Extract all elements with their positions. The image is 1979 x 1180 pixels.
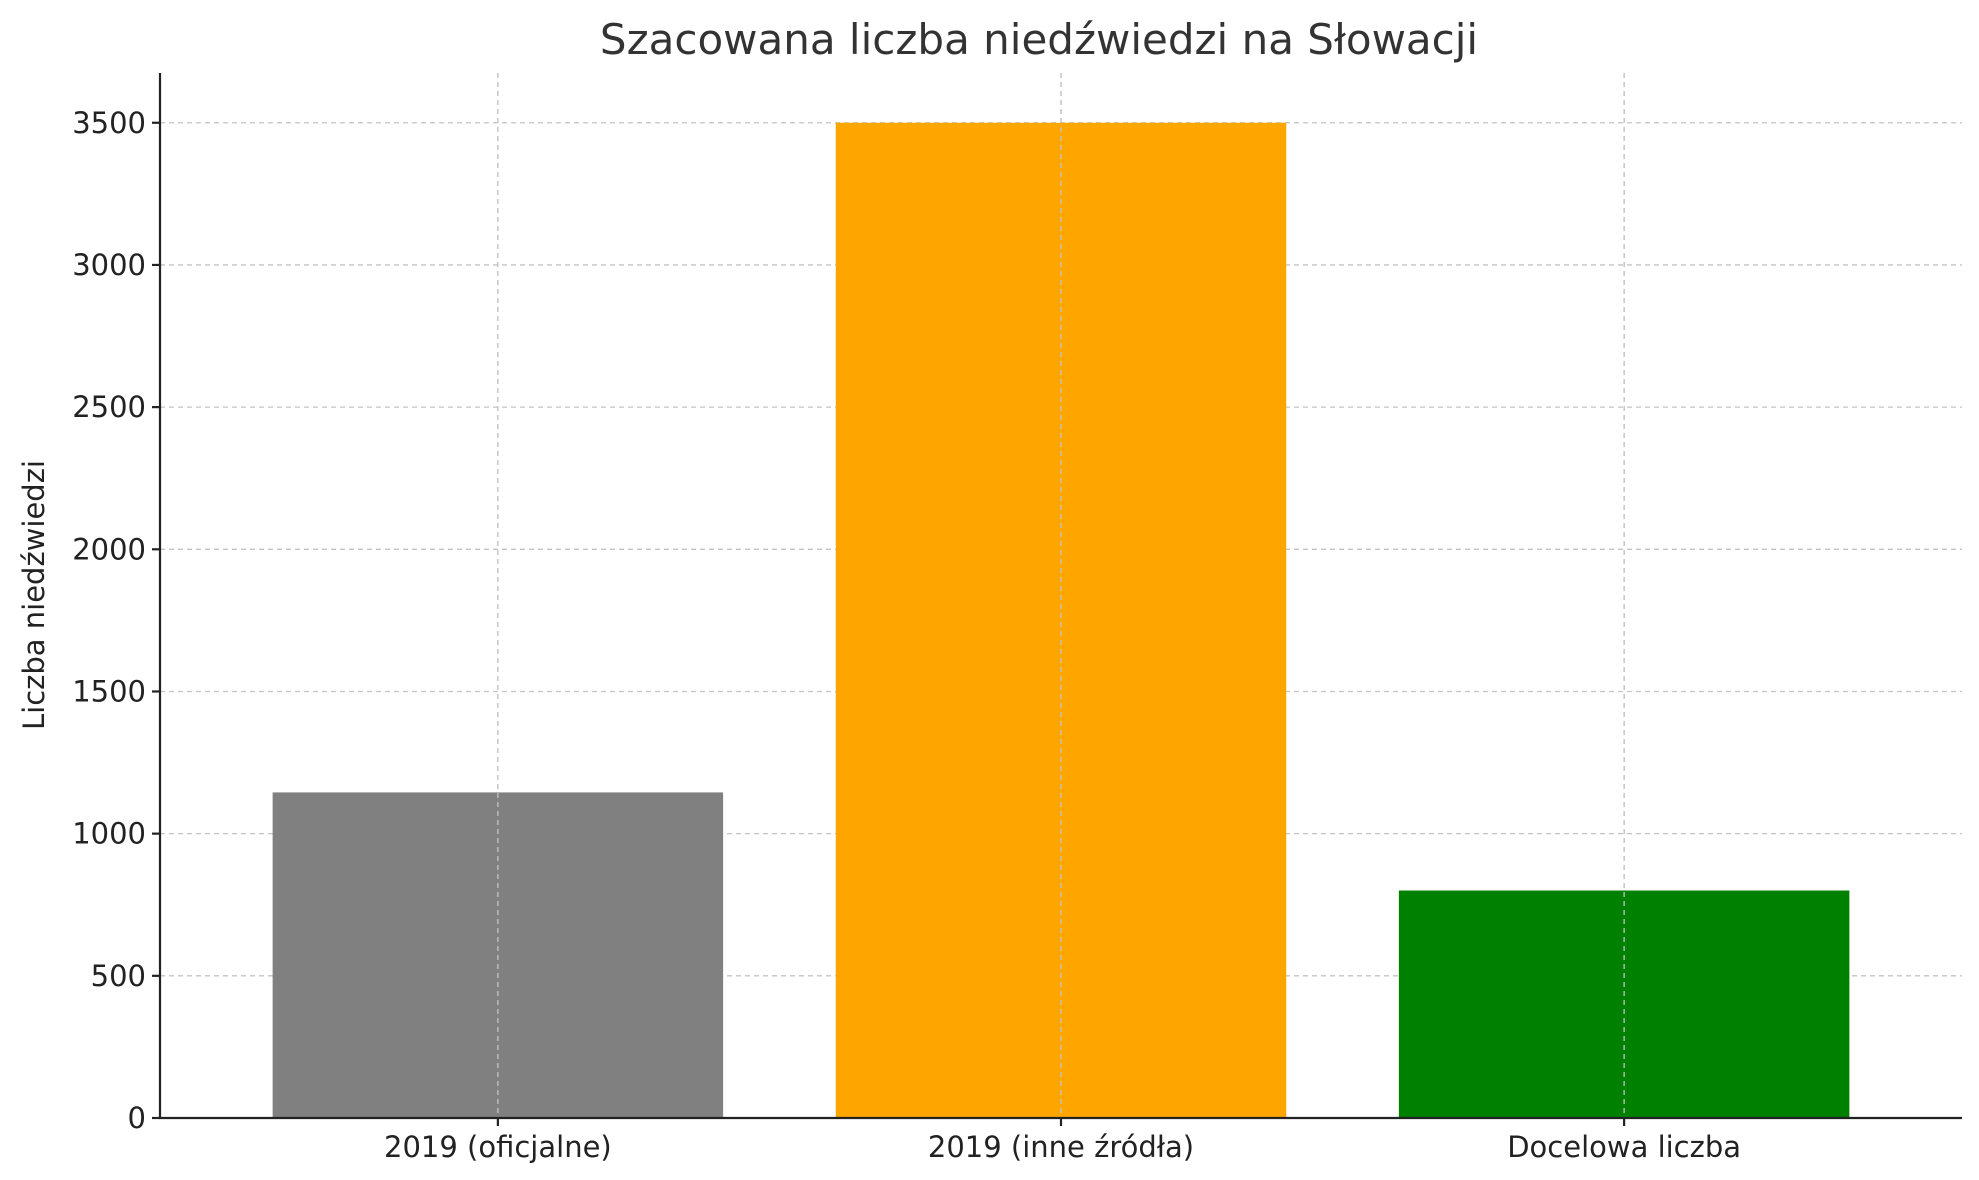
x-tick-label: 2019 (oficjalne)	[384, 1130, 612, 1164]
bar	[835, 122, 1287, 1118]
chart-title: Szacowana liczba niedźwiedzi na Słowacji	[600, 15, 1478, 64]
y-tick-label: 500	[91, 959, 146, 993]
y-tick-label: 0	[128, 1101, 146, 1135]
x-tick-label: Docelowa liczba	[1507, 1130, 1741, 1164]
y-tick-label: 3000	[72, 248, 146, 282]
x-tick-label: 2019 (inne źródła)	[928, 1130, 1194, 1164]
y-tick-label: 1500	[72, 674, 146, 708]
x-gridlines-over-bars	[497, 73, 1625, 1118]
x-axis-ticks: 2019 (oficjalne) 2019 (inne źródła) Docelo…	[384, 1118, 1741, 1164]
y-tick-label: 1000	[72, 817, 146, 851]
y-tick-label: 2500	[72, 390, 146, 424]
y-axis-ticks: 0 500 1000 1500 2000 2500 3000 3500	[72, 106, 160, 1135]
y-tick-label: 3500	[72, 106, 146, 140]
y-axis-label: Liczba niedźwiedzi	[17, 460, 51, 730]
y-tick-label: 2000	[72, 532, 146, 566]
